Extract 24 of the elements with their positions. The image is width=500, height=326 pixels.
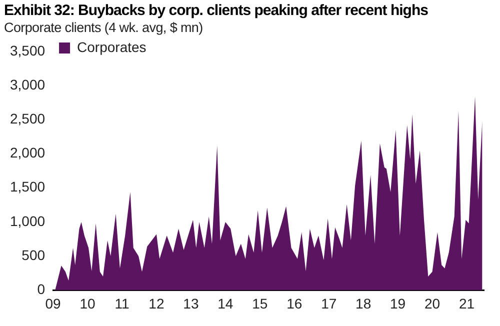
x-tick-label: 18 [356, 295, 372, 312]
chart-subtitle: Corporate clients (4 wk. avg, $ mn) [4, 20, 204, 35]
y-tick-label: 3,500 [10, 42, 46, 58]
y-tick-label: 1,500 [10, 178, 46, 195]
x-tick-label: 13 [183, 295, 199, 312]
y-tick-label: 2,500 [10, 110, 46, 126]
x-tick-label: 21 [458, 295, 475, 312]
y-tick-label: 2,000 [10, 144, 46, 161]
y-tick-label: 3,000 [10, 76, 46, 92]
x-tick-label: 09 [45, 295, 62, 312]
x-tick-label: 15 [252, 295, 268, 312]
x-tick-label: 12 [148, 295, 164, 312]
x-tick-label: 19 [390, 295, 406, 312]
x-tick-label: 11 [114, 295, 130, 312]
y-tick-label: 500 [22, 246, 46, 263]
y-tick-label: 1,000 [10, 212, 46, 229]
chart-title: Exhibit 32: Buybacks by corp. clients peaking after recent highs [4, 2, 429, 19]
legend-label: Corporates [77, 38, 146, 55]
x-tick-label: 14 [218, 295, 234, 312]
x-tick-label: 20 [424, 295, 440, 312]
y-tick-label: 0 [37, 281, 46, 298]
x-tick-label: 10 [80, 295, 96, 312]
x-tick-label: 16 [286, 295, 302, 312]
x-tick-label: 17 [321, 295, 337, 312]
